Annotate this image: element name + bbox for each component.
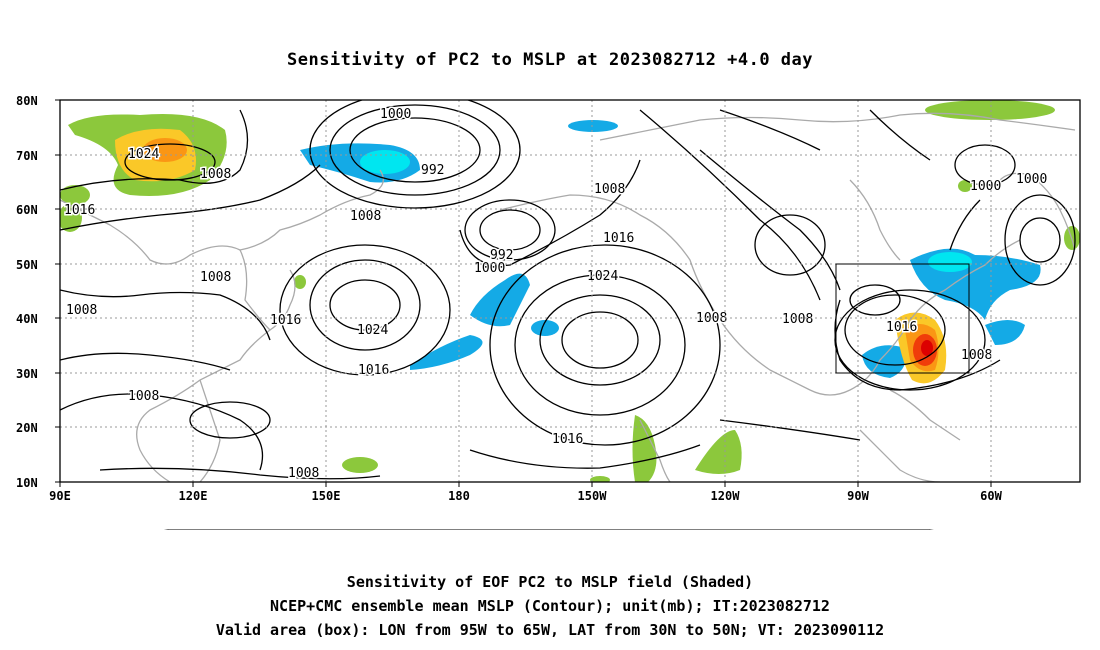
contour-label: 1008 [66, 303, 97, 318]
caption-line-3: Valid area (box): LON from 95W to 65W, L… [215, 621, 885, 639]
tick-marks [55, 99, 992, 487]
lon-label: 180 [448, 489, 470, 503]
contour-label: 1008 [200, 167, 231, 182]
positive-anomaly-greenland [925, 100, 1055, 120]
positive-anomaly-tropics-east [695, 430, 742, 474]
lon-label: 120W [711, 489, 741, 503]
caption-line-1: Sensitivity of EOF PC2 to MSLP field (Sh… [346, 573, 754, 591]
lat-label: 60N [16, 203, 38, 217]
positive-anomaly-asia-edge [60, 204, 82, 232]
negative-anomaly-atlantic [985, 320, 1025, 345]
caption-line-2: NCEP+CMC ensemble mean MSLP (Contour); u… [270, 597, 830, 615]
contour-label: 1016 [552, 432, 583, 447]
positive-anomaly-tropics [632, 415, 657, 482]
valid-area-box [835, 263, 970, 374]
lon-label: 60W [980, 489, 1002, 503]
negative-anomaly-pacific [470, 273, 530, 327]
mslp-contours [60, 100, 1076, 480]
contour-label: 1008 [288, 466, 319, 481]
negative-anomaly-pacific-east [531, 320, 559, 336]
lat-label: 50N [16, 258, 38, 272]
lat-label: 30N [16, 367, 38, 381]
contour-label: 1008 [594, 182, 625, 197]
positive-anomaly-wpac [342, 457, 378, 473]
negative-anomaly-canada-core [928, 252, 972, 272]
contour-label: 1024 [357, 323, 388, 338]
contour-label: 1000 [1016, 172, 1047, 187]
contour-label: 1000 [970, 179, 1001, 194]
positive-anomaly-hudson [958, 180, 972, 192]
contour-labels: 1000 992 1024 1008 1016 1008 1008 1008 1… [63, 106, 1049, 483]
contour-label: 1016 [64, 203, 95, 218]
contour-label: 992 [490, 248, 513, 263]
contour-label: 1016 [886, 320, 917, 335]
contour-label: 1016 [270, 313, 301, 328]
lat-label: 70N [16, 149, 38, 163]
contour-label: 1008 [961, 348, 992, 363]
contour-label: 1008 [782, 312, 813, 327]
contour-label: 1000 [380, 107, 411, 122]
contour-label: 1008 [200, 270, 231, 285]
negative-anomaly-gulf [862, 345, 906, 378]
lat-label: 10N [16, 476, 38, 490]
contour-label: 992 [421, 163, 444, 178]
lon-label: 150E [312, 489, 341, 503]
contour-label: 1024 [587, 269, 618, 284]
contour-label: 1008 [350, 209, 381, 224]
lon-label: 90E [49, 489, 71, 503]
contour-label: 1024 [128, 147, 159, 162]
coastlines [60, 112, 1076, 482]
negative-anomaly-arctic [568, 120, 618, 132]
lat-label: 80N [16, 94, 38, 108]
map-title: Sensitivity of PC2 to MSLP at 2023082712… [286, 50, 813, 70]
lon-label: 90W [847, 489, 869, 503]
sensitivity-map: 1000 992 1024 1008 1016 1008 1008 1008 1… [16, 94, 1081, 530]
lon-label: 120E [179, 489, 208, 503]
contour-label: 1016 [358, 363, 389, 378]
contour-label: 1008 [128, 389, 159, 404]
positive-anomaly-asia-west [60, 185, 90, 205]
lon-labels: 90E 120E 150E 180 150W 120W 90W 60W [49, 489, 1002, 503]
lat-labels: 80N 70N 60N 50N 40N 30N 20N 10N [16, 94, 38, 490]
negative-anomaly-bering-core [360, 150, 410, 174]
contour-label: 1016 [603, 231, 634, 246]
plot-frame [59, 99, 1081, 483]
positive-anomaly-asia-mid [294, 275, 306, 289]
contour-label: 1000 [474, 261, 505, 276]
positive-anomaly-eastcoast-max [921, 340, 933, 356]
positive-anomaly-tropics-small [590, 476, 610, 482]
negative-anomaly-pacific-south [410, 335, 483, 370]
lat-label: 40N [16, 312, 38, 326]
lon-label: 150W [578, 489, 608, 503]
lat-label: 20N [16, 421, 38, 435]
